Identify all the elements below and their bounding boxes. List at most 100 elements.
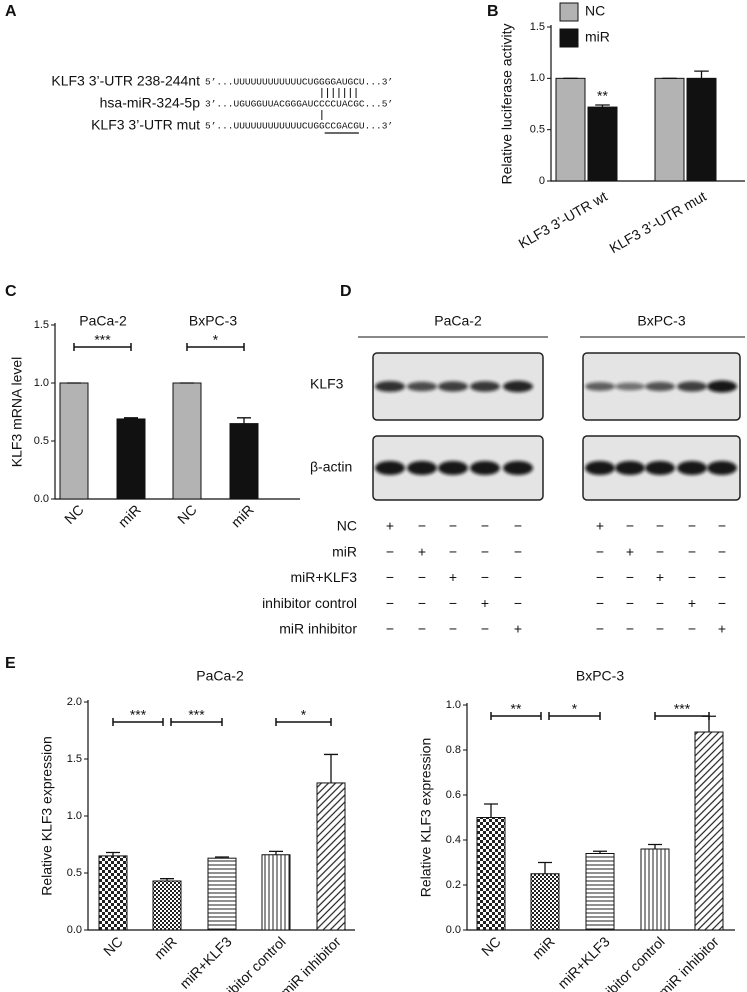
- legend-swatch: [559, 2, 579, 22]
- sequence-label: KLF3 3’-UTR 238-244nt: [51, 73, 200, 89]
- chart-title: PaCa-2: [196, 668, 244, 684]
- y-tick-label: 0.5: [34, 435, 49, 447]
- sequence: 5’...UUUUUUUUUUUUCUGGCCGACGU...3’: [205, 121, 393, 132]
- bar: [640, 848, 670, 931]
- blot-band: [375, 461, 405, 475]
- condition-mark: +: [418, 543, 426, 559]
- chart-title: BxPC-3: [576, 668, 624, 684]
- condition-label: miR+KLF3: [290, 569, 357, 585]
- x-tick-label: KLF3 3’-UTR mut: [607, 188, 709, 256]
- y-tick-label: 1.0: [446, 699, 461, 711]
- significance-bracket: [112, 718, 164, 726]
- condition-mark: +: [718, 621, 726, 637]
- significance: ***: [130, 707, 147, 723]
- bar: [686, 77, 717, 182]
- error-bar: [484, 803, 498, 818]
- significance: **: [597, 88, 608, 104]
- blot-band: [615, 382, 645, 391]
- significance-bracket: [186, 343, 245, 351]
- cell-line-label: PaCa-2: [434, 313, 482, 329]
- y-tick-label: 2.0: [67, 696, 82, 708]
- condition-mark: +: [386, 518, 394, 534]
- condition-mark: −: [514, 595, 522, 611]
- protein-label: β-actin: [310, 459, 352, 475]
- condition-mark: +: [449, 569, 457, 585]
- y-tick-label: 1.5: [34, 319, 49, 331]
- condition-mark: −: [688, 518, 696, 534]
- y-tick-label: 0.2: [446, 879, 461, 891]
- bar: [172, 382, 202, 500]
- y-tick-label: 0.8: [446, 744, 461, 756]
- bar: [555, 77, 586, 182]
- condition-label: miR: [332, 543, 357, 559]
- significance-bracket: [548, 712, 601, 720]
- bar: [261, 854, 291, 931]
- bar: [116, 418, 146, 500]
- blot-band: [677, 461, 707, 475]
- blot-band: [470, 381, 500, 392]
- blot-band: [470, 461, 500, 475]
- y-axis-label: Relative KLF3 expression: [39, 736, 55, 896]
- significance: *: [301, 707, 307, 723]
- group-label: BxPC-3: [189, 313, 237, 329]
- y-tick-label: 0: [539, 175, 545, 187]
- blot-band: [438, 381, 468, 392]
- condition-mark: −: [596, 569, 604, 585]
- condition-mark: −: [688, 569, 696, 585]
- panel-label: E: [5, 655, 16, 672]
- x-tick-label: NC: [100, 933, 126, 959]
- legend-label: NC: [585, 3, 605, 19]
- condition-mark: −: [718, 543, 726, 559]
- x-tick-label: NC: [478, 933, 504, 959]
- condition-mark: −: [449, 595, 457, 611]
- significance-bracket: [170, 718, 223, 726]
- significance: ***: [94, 332, 111, 348]
- y-tick-label: 0.0: [446, 924, 461, 936]
- condition-mark: −: [656, 518, 664, 534]
- condition-mark: −: [386, 595, 394, 611]
- blot-band: [645, 461, 675, 475]
- blot-band: [585, 382, 615, 391]
- protein-label: KLF3: [310, 376, 344, 392]
- condition-mark: −: [626, 518, 634, 534]
- bar: [152, 880, 182, 931]
- y-axis-label: Relative KLF3 expression: [418, 738, 434, 898]
- error-bar: [648, 843, 662, 849]
- condition-mark: −: [386, 569, 394, 585]
- condition-mark: −: [481, 543, 489, 559]
- condition-mark: −: [449, 621, 457, 637]
- bar: [654, 77, 685, 182]
- condition-mark: −: [386, 621, 394, 637]
- x-tick-label: NC: [174, 501, 200, 527]
- x-tick-label: miR+KLF3: [554, 933, 613, 992]
- significance: *: [572, 701, 578, 717]
- y-tick-label: 1.5: [530, 21, 545, 33]
- blot-band: [407, 461, 437, 475]
- condition-mark: −: [418, 518, 426, 534]
- bar: [476, 817, 506, 931]
- error-bar: [237, 417, 251, 424]
- bar: [59, 382, 89, 500]
- significance-bracket: [490, 712, 542, 720]
- significance: ***: [188, 707, 205, 723]
- condition-label: NC: [337, 518, 357, 534]
- error-bar: [324, 753, 338, 783]
- bar: [587, 106, 618, 182]
- blot-band: [375, 381, 405, 392]
- blot-band: [503, 461, 533, 475]
- bar: [316, 782, 346, 931]
- bar: [229, 423, 259, 500]
- condition-mark: −: [626, 569, 634, 585]
- x-tick-label: KLF3 3’-UTR wt: [516, 188, 610, 252]
- condition-mark: −: [514, 569, 522, 585]
- x-tick-label: miR: [151, 933, 180, 962]
- x-tick-label: miR inhibitor: [277, 933, 344, 992]
- y-tick-label: 0.0: [34, 493, 49, 505]
- significance: ***: [674, 701, 691, 717]
- condition-mark: +: [596, 518, 604, 534]
- blot-band: [707, 461, 737, 475]
- condition-mark: −: [688, 621, 696, 637]
- legend-label: miR: [585, 29, 610, 45]
- bar: [98, 855, 128, 931]
